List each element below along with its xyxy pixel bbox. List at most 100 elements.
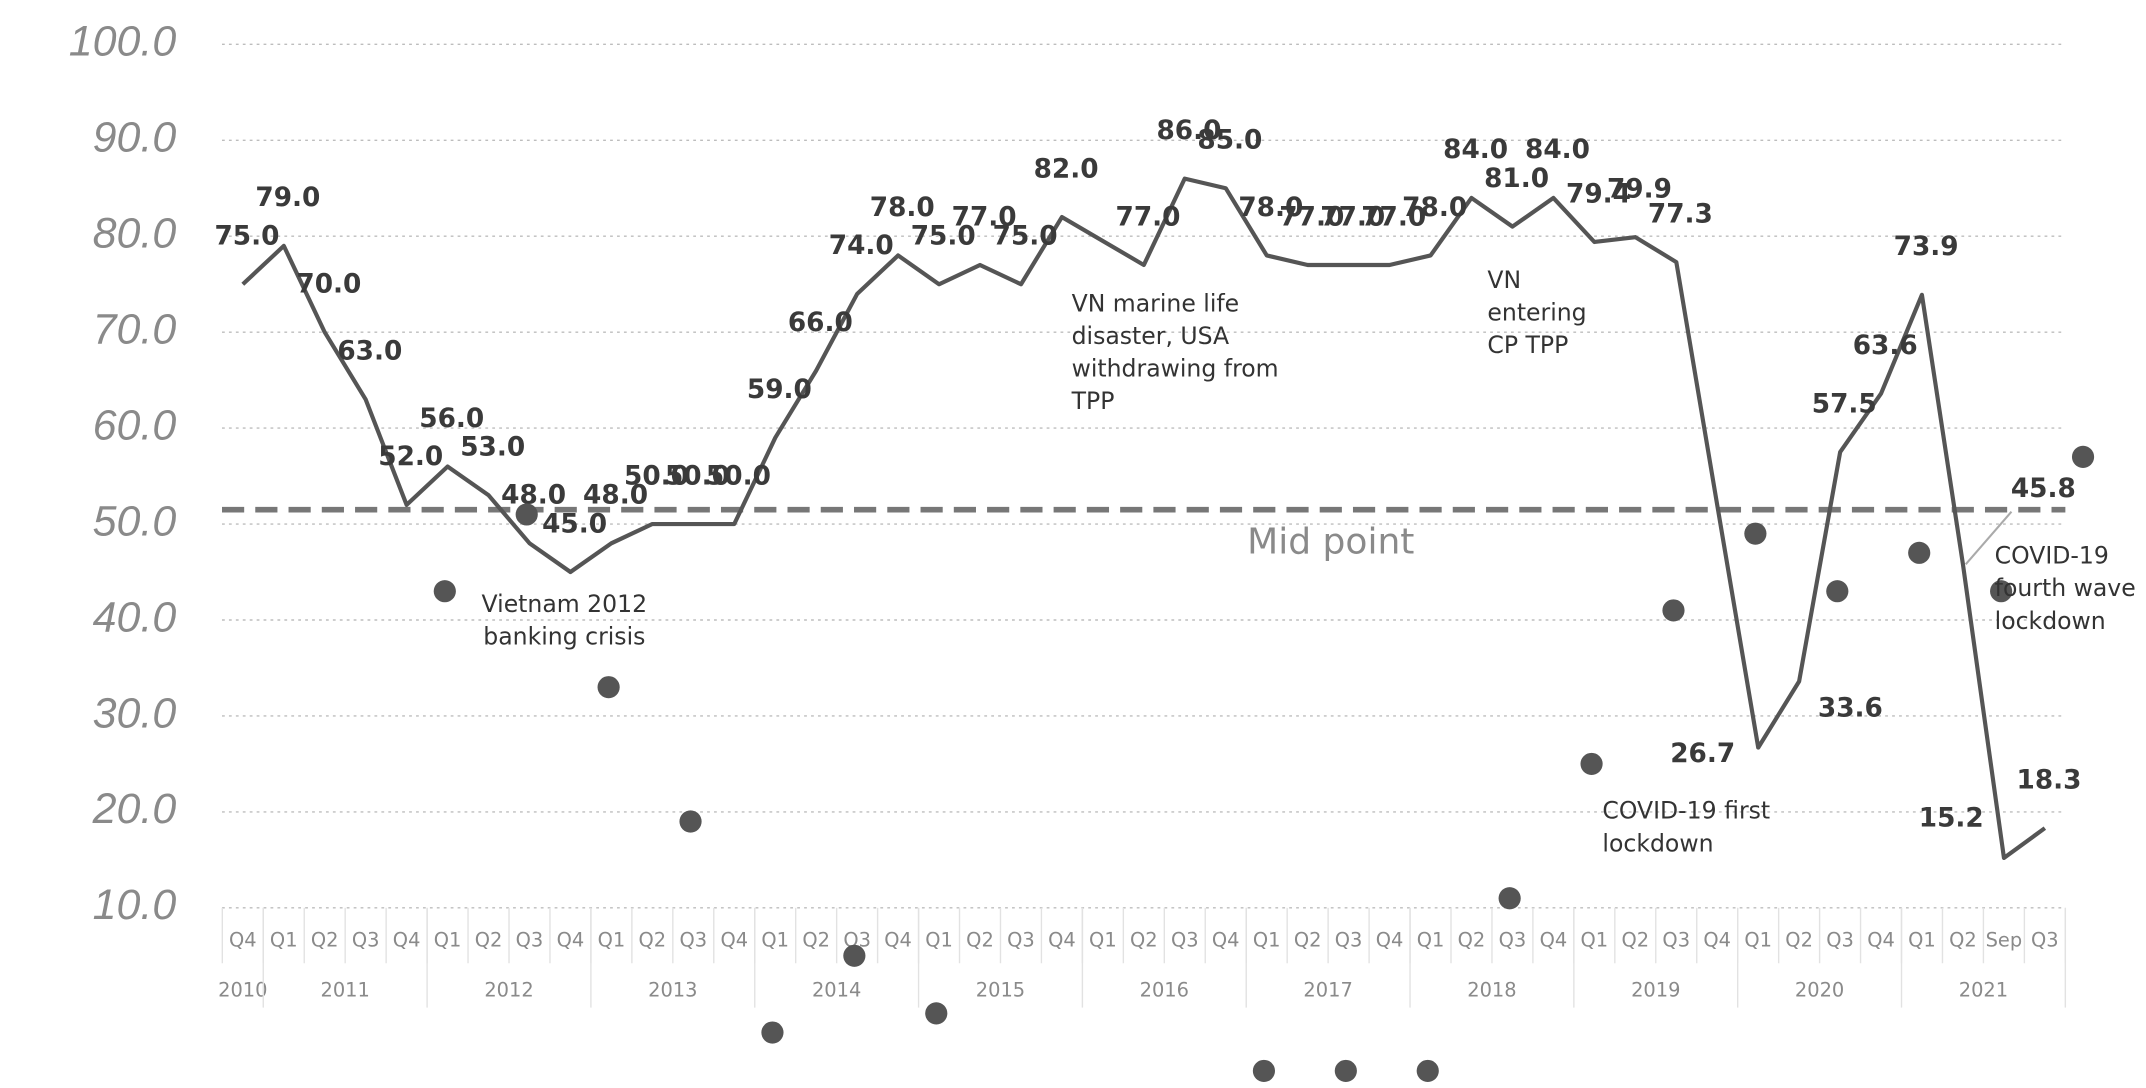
x-tick-label: Q4 <box>1540 929 1568 952</box>
y-tick-label: 90.0 <box>93 114 177 162</box>
data-label: 59.0 <box>747 375 812 405</box>
data-label: 56.0 <box>419 404 484 434</box>
x-tick-label: Q1 <box>1089 929 1117 952</box>
data-label: 33.6 <box>1818 694 1883 724</box>
annotation: TPP <box>1071 387 1115 415</box>
y-tick-label: 10.0 <box>93 881 177 929</box>
x-tick-label: Q2 <box>639 929 667 952</box>
annotation: COVID-19 <box>1995 542 2109 570</box>
x-tick-label: Q2 <box>311 929 339 952</box>
data-label: 18.3 <box>2017 766 2082 796</box>
x-tick-label: Q1 <box>925 929 953 952</box>
year-label: 2017 <box>1303 978 1352 1001</box>
year-label: 2021 <box>1959 978 2008 1001</box>
y-tick-label: 40.0 <box>93 593 177 641</box>
x-tick-label: Q1 <box>1417 929 1445 952</box>
y-tick-label: 30.0 <box>93 689 177 737</box>
data-label: 75.0 <box>993 222 1058 252</box>
data-label: 75.0 <box>911 222 976 252</box>
data-label: 79.4 <box>1566 179 1631 209</box>
data-label: 63.0 <box>337 337 402 367</box>
y-tick-label: 80.0 <box>93 210 177 258</box>
y-tick-label: 100.0 <box>69 18 177 66</box>
annotation: banking crisis <box>483 623 645 651</box>
year-label: 2013 <box>648 978 697 1001</box>
annotation: VN <box>1487 266 1521 294</box>
data-label: 45.0 <box>542 509 607 539</box>
year-label: 2015 <box>976 978 1025 1001</box>
x-tick-label: Q3 <box>1499 929 1527 952</box>
dot <box>1334 1059 1357 1083</box>
annotation: fourth wave <box>1995 574 2136 602</box>
annotation: entering <box>1487 298 1586 326</box>
x-tick-label: Q4 <box>393 929 421 952</box>
data-label: 70.0 <box>296 270 361 300</box>
year-label: 2020 <box>1795 978 1844 1001</box>
x-tick-label: Q1 <box>1908 929 1936 952</box>
year-label: 2019 <box>1631 978 1680 1001</box>
x-tick-label: Q4 <box>1048 929 1076 952</box>
x-tick-label: Q2 <box>475 929 503 952</box>
dot <box>843 944 866 967</box>
data-label: 73.9 <box>1894 232 1959 262</box>
data-label: 45.8 <box>2011 474 2076 504</box>
data-label: 77.0 <box>1115 202 1180 232</box>
annotation: VN marine life <box>1072 289 1240 317</box>
leader-line <box>1964 511 2013 566</box>
x-tick-label: Q4 <box>557 929 585 952</box>
dot <box>433 580 456 603</box>
annotation: lockdown <box>1995 607 2106 635</box>
x-tick-label: Q1 <box>761 929 789 952</box>
data-label: 53.0 <box>460 433 525 463</box>
annotation: CP TPP <box>1487 331 1568 359</box>
annotation: disaster, USA <box>1072 322 1230 350</box>
x-tick-label: Q1 <box>1744 929 1772 952</box>
x-tick-label: Q2 <box>1785 929 1813 952</box>
data-label: 15.2 <box>1919 804 1984 834</box>
data-label: 77.0 <box>1361 202 1426 232</box>
dot <box>1252 1059 1276 1083</box>
year-label: 2018 <box>1467 978 1516 1001</box>
data-label: 84.0 <box>1443 135 1508 165</box>
dot <box>679 810 702 833</box>
x-tick-label: Q2 <box>1949 929 1977 952</box>
year-label: 2011 <box>321 978 370 1001</box>
data-label: 79.0 <box>255 183 320 213</box>
data-label: 84.0 <box>1525 135 1590 165</box>
x-tick-label: Q3 <box>516 929 544 952</box>
x-tick-label: Q4 <box>1212 929 1240 952</box>
x-tick-label: Q1 <box>1253 929 1281 952</box>
dot <box>2071 445 2095 468</box>
data-label: 82.0 <box>1034 154 1099 184</box>
data-label: 79.9 <box>1607 175 1672 205</box>
x-tick-label: Q1 <box>1581 929 1609 952</box>
x-tick-label: Q4 <box>720 929 748 952</box>
x-tick-label: Q4 <box>884 929 912 952</box>
data-label: 26.7 <box>1670 739 1735 769</box>
x-tick-label: Q3 <box>1171 929 1199 952</box>
dot <box>1990 580 2013 603</box>
y-tick-label: 60.0 <box>93 401 177 449</box>
x-tick-label: Q2 <box>1458 929 1486 952</box>
x-tick-label: Q2 <box>1130 929 1158 952</box>
year-label: 2014 <box>812 978 861 1001</box>
x-tick-label: Q3 <box>2031 929 2059 952</box>
data-label: 77.0 <box>952 202 1017 232</box>
x-tick-label: Q3 <box>352 929 380 952</box>
dot <box>1826 580 1849 603</box>
y-tick-label: 70.0 <box>93 306 177 354</box>
dot <box>1416 1059 1439 1083</box>
data-label: 50.0 <box>624 461 689 491</box>
y-tick-label: 20.0 <box>92 785 177 833</box>
x-tick-label: Q2 <box>802 929 830 952</box>
dot <box>1580 752 1603 775</box>
dot <box>515 503 538 526</box>
x-tick-label: Q2 <box>1294 929 1322 952</box>
x-tick-label: Q4 <box>1703 929 1731 952</box>
data-label: 77.0 <box>1320 202 1385 232</box>
data-label: 85.0 <box>1197 126 1262 156</box>
x-tick-label: Q1 <box>270 929 298 952</box>
data-label: 74.0 <box>829 231 894 261</box>
data-label: 50.0 <box>665 461 730 491</box>
